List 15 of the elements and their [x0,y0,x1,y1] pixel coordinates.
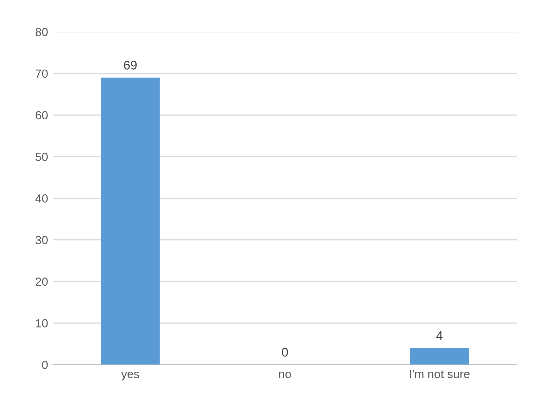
x-tick-label: yes [121,372,140,381]
data-label: 0 [282,348,288,357]
y-tick-label: 0 [42,360,48,370]
y-tick-label: 70 [36,70,48,78]
data-label: 69 [124,60,137,70]
y-tick-label: 40 [36,194,48,203]
y-tick-label: 20 [36,278,48,286]
x-tick-label: no [279,372,292,378]
y-tick-label: 80 [36,28,48,36]
y-tick-label: 60 [36,111,48,120]
y-tick-label: 30 [36,236,48,244]
y-tick-label: 10 [36,319,48,328]
data-label: 4 [436,332,443,340]
x-tick-label: I'm not sure [410,370,470,378]
y-tick-label: 50 [36,152,48,162]
